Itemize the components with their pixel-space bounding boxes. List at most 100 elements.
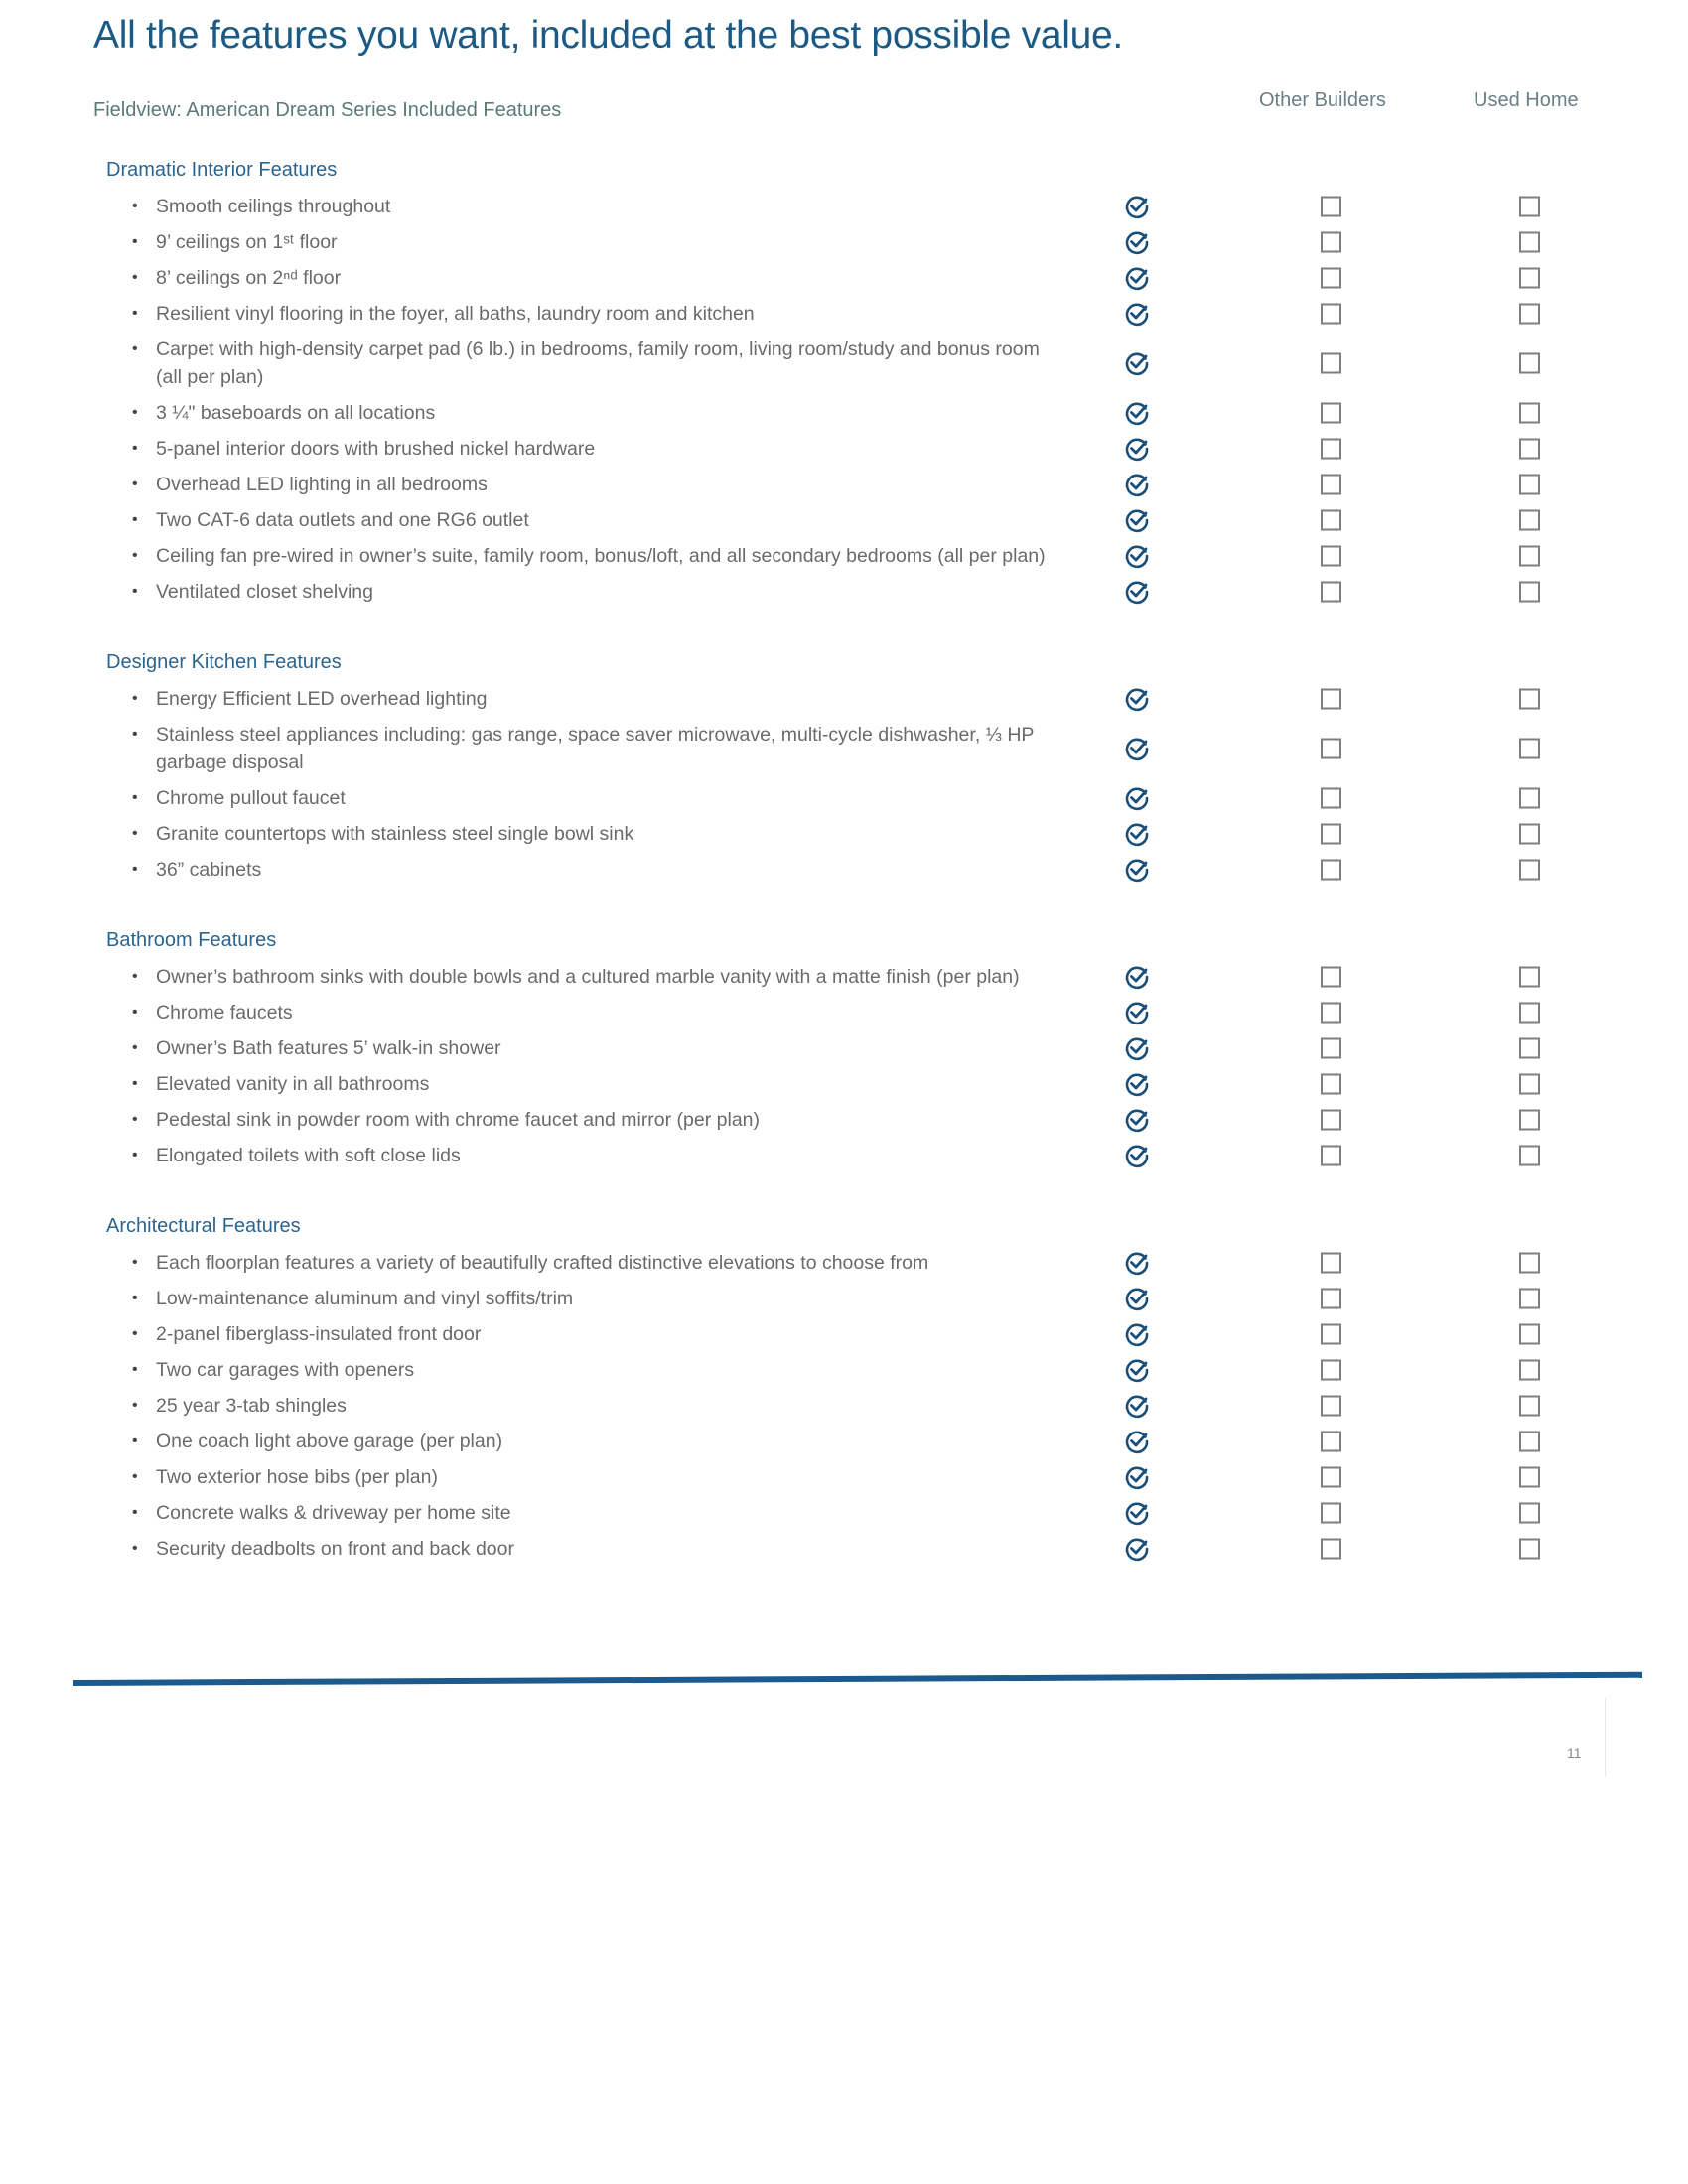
- used-home-checkbox[interactable]: [1519, 1002, 1540, 1024]
- used-home-checkbox[interactable]: [1519, 1323, 1540, 1345]
- bullet: •: [132, 404, 138, 421]
- circle-check-icon: [1124, 1393, 1150, 1419]
- other-builders-checkbox[interactable]: [1321, 581, 1341, 603]
- margin-line: [1605, 1698, 1606, 1777]
- other-builders-checkbox[interactable]: [1321, 1323, 1341, 1345]
- used-home-checkbox[interactable]: [1519, 474, 1540, 495]
- other-builders-checkbox[interactable]: [1321, 1037, 1341, 1059]
- other-builders-checkbox[interactable]: [1321, 352, 1341, 374]
- bullet: •: [132, 1004, 138, 1021]
- other-builders-checkbox[interactable]: [1321, 1288, 1341, 1309]
- feature-row: • Owner’s bathroom sinks with double bowl…: [99, 959, 1609, 995]
- other-builders-checkbox[interactable]: [1321, 267, 1341, 289]
- section-heading: Bathroom Features: [106, 929, 277, 951]
- used-home-checkbox[interactable]: [1519, 859, 1540, 881]
- used-home-checkbox[interactable]: [1519, 581, 1540, 603]
- other-builders-checkbox[interactable]: [1321, 438, 1341, 460]
- footer-divider: [72, 1671, 1642, 1686]
- feature-text: Carpet with high-density carpet pad (6 l…: [156, 339, 1040, 388]
- other-builders-checkbox[interactable]: [1321, 688, 1341, 710]
- feature-row: • Low-maintenance aluminum and vinyl soff…: [99, 1281, 1609, 1316]
- used-home-checkbox[interactable]: [1519, 1538, 1540, 1560]
- feature-text: Two car garages with openers: [156, 1359, 415, 1381]
- other-builders-checkbox[interactable]: [1321, 738, 1341, 759]
- section-bathroom-features: Bathroom Features • Owner’s bathroom sinks…: [99, 925, 1609, 1173]
- other-builders-checkbox[interactable]: [1321, 1073, 1341, 1095]
- other-builders-checkbox[interactable]: [1321, 196, 1341, 217]
- circle-check-icon: [1124, 1321, 1150, 1347]
- other-builders-checkbox[interactable]: [1321, 1109, 1341, 1131]
- other-builders-checkbox[interactable]: [1321, 402, 1341, 424]
- other-builders-checkbox[interactable]: [1321, 966, 1341, 988]
- feature-row: • 9’ ceilings on 1ˢᵗ floor: [99, 224, 1609, 260]
- used-home-checkbox[interactable]: [1519, 438, 1540, 460]
- used-home-checkbox[interactable]: [1519, 267, 1540, 289]
- used-home-checkbox[interactable]: [1519, 1073, 1540, 1095]
- other-builders-checkbox[interactable]: [1321, 1431, 1341, 1452]
- other-builders-checkbox[interactable]: [1321, 787, 1341, 809]
- used-home-checkbox[interactable]: [1519, 787, 1540, 809]
- bullet: •: [132, 198, 138, 214]
- other-builders-checkbox[interactable]: [1321, 1466, 1341, 1488]
- bullet: •: [132, 476, 138, 492]
- feature-comparison-list: Dramatic Interior Features • Smooth ceilin…: [99, 155, 1609, 1604]
- feature-row: • Concrete walks & driveway per home site: [99, 1495, 1609, 1531]
- used-home-checkbox[interactable]: [1519, 1431, 1540, 1452]
- circle-check-icon: [1124, 1071, 1150, 1097]
- used-home-checkbox[interactable]: [1519, 738, 1540, 759]
- used-home-checkbox[interactable]: [1519, 1145, 1540, 1166]
- used-home-checkbox[interactable]: [1519, 196, 1540, 217]
- other-builders-checkbox[interactable]: [1321, 1002, 1341, 1024]
- other-builders-checkbox[interactable]: [1321, 1502, 1341, 1524]
- circle-check-icon: [1124, 1357, 1150, 1383]
- circle-check-icon: [1124, 1536, 1150, 1562]
- used-home-checkbox[interactable]: [1519, 1288, 1540, 1309]
- used-home-checkbox[interactable]: [1519, 231, 1540, 253]
- other-builders-checkbox[interactable]: [1321, 1395, 1341, 1417]
- used-home-checkbox[interactable]: [1519, 823, 1540, 845]
- circle-check-icon: [1124, 400, 1150, 426]
- section-heading: Designer Kitchen Features: [106, 651, 342, 673]
- other-builders-checkbox[interactable]: [1321, 231, 1341, 253]
- used-home-checkbox[interactable]: [1519, 1502, 1540, 1524]
- bullet: •: [132, 305, 138, 322]
- used-home-checkbox[interactable]: [1519, 303, 1540, 325]
- feature-text: Each floorplan features a variety of bea…: [156, 1252, 929, 1274]
- other-builders-checkbox[interactable]: [1321, 1538, 1341, 1560]
- other-builders-checkbox[interactable]: [1321, 823, 1341, 845]
- used-home-checkbox[interactable]: [1519, 1252, 1540, 1274]
- used-home-checkbox[interactable]: [1519, 402, 1540, 424]
- other-builders-checkbox[interactable]: [1321, 1145, 1341, 1166]
- other-builders-checkbox[interactable]: [1321, 1359, 1341, 1381]
- bullet: •: [132, 511, 138, 528]
- feature-row: • Ventilated closet shelving: [99, 574, 1609, 610]
- feature-row: • Two CAT-6 data outlets and one RG6 outl…: [99, 502, 1609, 538]
- used-home-checkbox[interactable]: [1519, 1395, 1540, 1417]
- bullet: •: [132, 726, 138, 743]
- other-builders-checkbox[interactable]: [1321, 1252, 1341, 1274]
- used-home-checkbox[interactable]: [1519, 352, 1540, 374]
- bullet: •: [132, 1468, 138, 1485]
- bullet: •: [132, 1111, 138, 1128]
- circle-check-icon: [1124, 543, 1150, 569]
- other-builders-checkbox[interactable]: [1321, 545, 1341, 567]
- circle-check-icon: [1124, 736, 1150, 761]
- other-builders-checkbox[interactable]: [1321, 474, 1341, 495]
- feature-text: Chrome faucets: [156, 1002, 293, 1024]
- used-home-checkbox[interactable]: [1519, 966, 1540, 988]
- feature-row: • Two exterior hose bibs (per plan): [99, 1459, 1609, 1495]
- circle-check-icon: [1124, 507, 1150, 533]
- feature-text: 9’ ceilings on 1ˢᵗ floor: [156, 231, 338, 253]
- used-home-checkbox[interactable]: [1519, 1109, 1540, 1131]
- used-home-checkbox[interactable]: [1519, 688, 1540, 710]
- other-builders-checkbox[interactable]: [1321, 509, 1341, 531]
- used-home-checkbox[interactable]: [1519, 545, 1540, 567]
- other-builders-checkbox[interactable]: [1321, 303, 1341, 325]
- feature-row: • One coach light above garage (per plan): [99, 1424, 1609, 1459]
- used-home-checkbox[interactable]: [1519, 509, 1540, 531]
- used-home-checkbox[interactable]: [1519, 1466, 1540, 1488]
- used-home-checkbox[interactable]: [1519, 1037, 1540, 1059]
- used-home-checkbox[interactable]: [1519, 1359, 1540, 1381]
- feature-row: • Smooth ceilings throughout: [99, 189, 1609, 224]
- other-builders-checkbox[interactable]: [1321, 859, 1341, 881]
